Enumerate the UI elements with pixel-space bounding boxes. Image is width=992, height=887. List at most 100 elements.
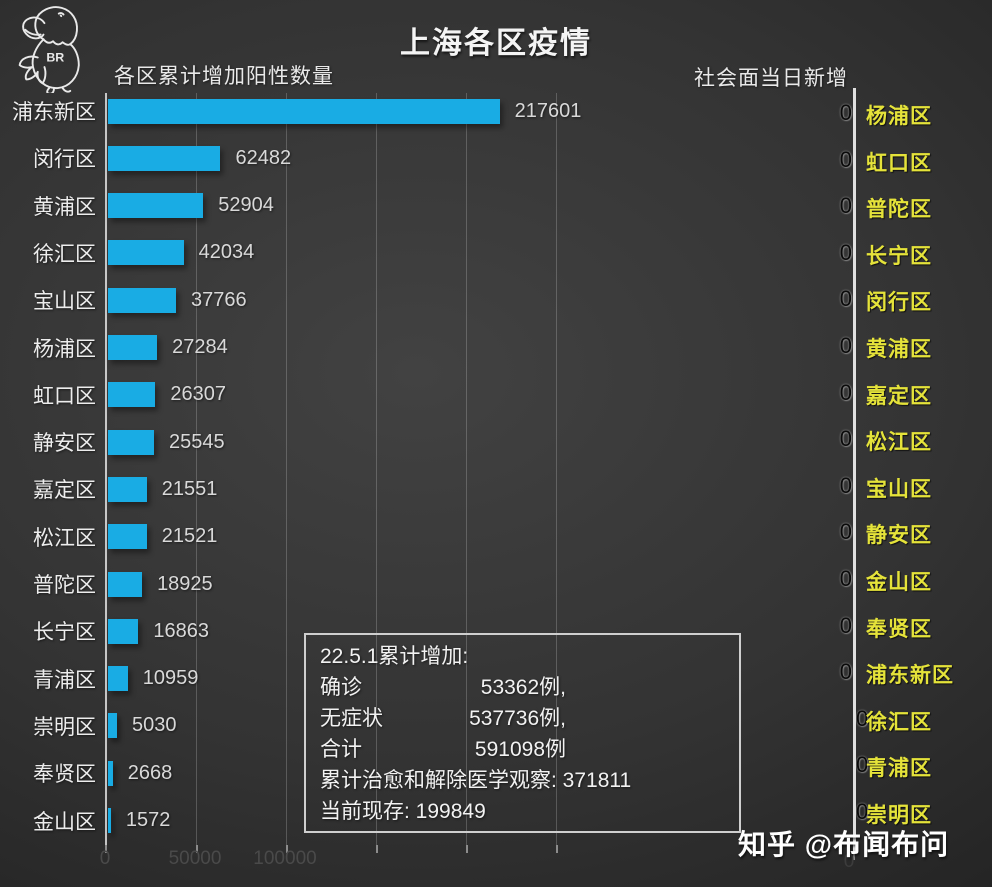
district-label-yellow: 徐汇区 bbox=[866, 710, 932, 734]
right-chart-header: 社会面当日新增 bbox=[694, 67, 848, 90]
summary-row: 确诊 53362例, bbox=[320, 672, 725, 703]
x-axis-tick-label: 0 bbox=[99, 848, 111, 869]
bar-value-label: 16863 bbox=[153, 619, 209, 642]
right-list-row: 0 虹口区 bbox=[0, 137, 992, 183]
parrot-neckline bbox=[42, 38, 72, 46]
right-list-row: 0 宝山区 bbox=[0, 463, 992, 509]
summary-row-label: 确诊 bbox=[320, 676, 362, 699]
zero-value-label: 0 bbox=[856, 799, 869, 824]
right-chart-axis-line bbox=[853, 88, 856, 852]
bar bbox=[108, 666, 128, 692]
parrot-body bbox=[31, 38, 80, 90]
right-list-row: 0 长宁区 bbox=[0, 230, 992, 276]
district-label-yellow: 黄浦区 bbox=[866, 338, 932, 361]
district-label-yellow: 宝山区 bbox=[866, 477, 932, 501]
district-label-yellow: 虹口区 bbox=[866, 151, 932, 175]
summary-row-label: 无症状 bbox=[320, 707, 383, 730]
bar-row: 徐汇区 42034 bbox=[0, 229, 780, 276]
district-label-yellow: 长宁区 bbox=[866, 244, 932, 268]
bar-row: 崇明区 5030 bbox=[0, 702, 780, 749]
district-label: 闵行区 bbox=[33, 148, 96, 172]
district-label: 黄浦区 bbox=[33, 195, 96, 219]
district-label: 青浦区 bbox=[33, 668, 96, 692]
right-list-row: 0 徐汇区 bbox=[0, 696, 992, 742]
parrot-wing bbox=[18, 55, 47, 85]
gridline bbox=[376, 93, 377, 845]
district-label-yellow: 松江区 bbox=[866, 431, 932, 455]
district-label: 奉贤区 bbox=[33, 763, 96, 787]
district-label-yellow: 浦东新区 bbox=[866, 664, 954, 688]
district-label: 金山区 bbox=[33, 810, 96, 834]
bar bbox=[108, 808, 111, 833]
left-chart-axis-line bbox=[105, 93, 107, 845]
summary-row-value: 591098例 bbox=[474, 738, 566, 761]
summary-row-value: 537736例, bbox=[469, 707, 566, 730]
bar-value-label: 217601 bbox=[514, 99, 582, 122]
bar-value-label: 42034 bbox=[198, 241, 255, 264]
district-label-yellow: 崇明区 bbox=[866, 804, 932, 827]
district-label: 嘉定区 bbox=[33, 479, 96, 503]
bar-value-label: 25545 bbox=[168, 430, 225, 453]
summary-rows: 确诊 53362例, 无症状 537736例, 合计 591098例 bbox=[320, 672, 725, 765]
parrot-beak-line bbox=[24, 28, 42, 36]
axis-tick bbox=[105, 845, 107, 853]
bar bbox=[108, 618, 139, 644]
bar-value-label: 5030 bbox=[132, 714, 177, 737]
axis-tick bbox=[196, 845, 198, 853]
bar-value-label: 2668 bbox=[127, 761, 173, 784]
bar-value-label: 52904 bbox=[218, 194, 274, 217]
bar bbox=[108, 287, 176, 313]
district-label: 松江区 bbox=[33, 526, 96, 550]
summary-line-title: 22.5.1累计增加: bbox=[320, 645, 469, 668]
x-axis-tick-label: 100000 bbox=[253, 848, 317, 869]
district-label-yellow: 嘉定区 bbox=[866, 384, 932, 408]
watermark: 知乎 @布闻布问 bbox=[738, 829, 950, 860]
parrot-head bbox=[34, 6, 78, 46]
summary-line-recovered: 累计治愈和解除医学观察: 371811 bbox=[320, 769, 632, 792]
district-label: 静安区 bbox=[33, 432, 96, 456]
district-label: 长宁区 bbox=[33, 621, 96, 645]
bar-row: 松江区 21521 bbox=[0, 513, 780, 560]
right-list-row: 0 崇明区 bbox=[0, 789, 992, 835]
bar-value-label: 1572 bbox=[125, 809, 171, 831]
zero-value-label: 0 bbox=[856, 705, 869, 731]
district-label-yellow: 金山区 bbox=[866, 571, 932, 594]
right-list-row: 0 黄浦区 bbox=[0, 323, 992, 369]
bar bbox=[108, 193, 204, 219]
gridline bbox=[556, 93, 557, 845]
summary-line-current: 当前现存: 199849 bbox=[320, 800, 486, 823]
zero-value-label: 0 bbox=[856, 752, 869, 778]
bar-value-label: 27284 bbox=[172, 336, 228, 358]
parrot-beak bbox=[22, 16, 46, 40]
axis-tick bbox=[286, 845, 288, 853]
parrot-logo-text: BR bbox=[46, 50, 64, 64]
bar-value-label: 26307 bbox=[170, 383, 226, 406]
bar bbox=[108, 145, 221, 171]
district-label-yellow: 普陀区 bbox=[866, 198, 932, 222]
right-list-row: 0 静安区 bbox=[0, 509, 992, 555]
district-label: 浦东新区 bbox=[12, 101, 96, 124]
bar-row: 静安区 25545 bbox=[0, 419, 780, 466]
gridline bbox=[196, 93, 197, 845]
bar bbox=[108, 571, 143, 597]
zero-value-label: 0 bbox=[839, 146, 852, 172]
bar bbox=[108, 476, 147, 502]
right-list-row: 0 杨浦区 bbox=[0, 90, 992, 136]
district-label-yellow: 闵行区 bbox=[866, 291, 932, 315]
summary-box: 22.5.1累计增加: 确诊 53362例, 无症状 537736例, 合计 5… bbox=[304, 633, 741, 833]
zero-value-label: 0 bbox=[839, 333, 852, 358]
axis-tick bbox=[556, 845, 558, 853]
bar-value-label: 21521 bbox=[161, 525, 218, 548]
bar bbox=[108, 760, 113, 786]
zero-value-label: 0 bbox=[839, 193, 852, 219]
zero-value-label: 0 bbox=[839, 239, 852, 265]
right-axis-zero-label: 0 bbox=[843, 851, 855, 872]
bar-row: 长宁区 16863 bbox=[0, 608, 780, 655]
right-list-row: 0 浦东新区 bbox=[0, 649, 992, 695]
summary-row-label: 合计 bbox=[320, 738, 362, 761]
district-label: 杨浦区 bbox=[33, 337, 96, 361]
district-label: 普陀区 bbox=[33, 574, 96, 597]
right-list-row: 0 嘉定区 bbox=[0, 370, 992, 416]
bar-row: 黄浦区 52904 bbox=[0, 182, 780, 229]
